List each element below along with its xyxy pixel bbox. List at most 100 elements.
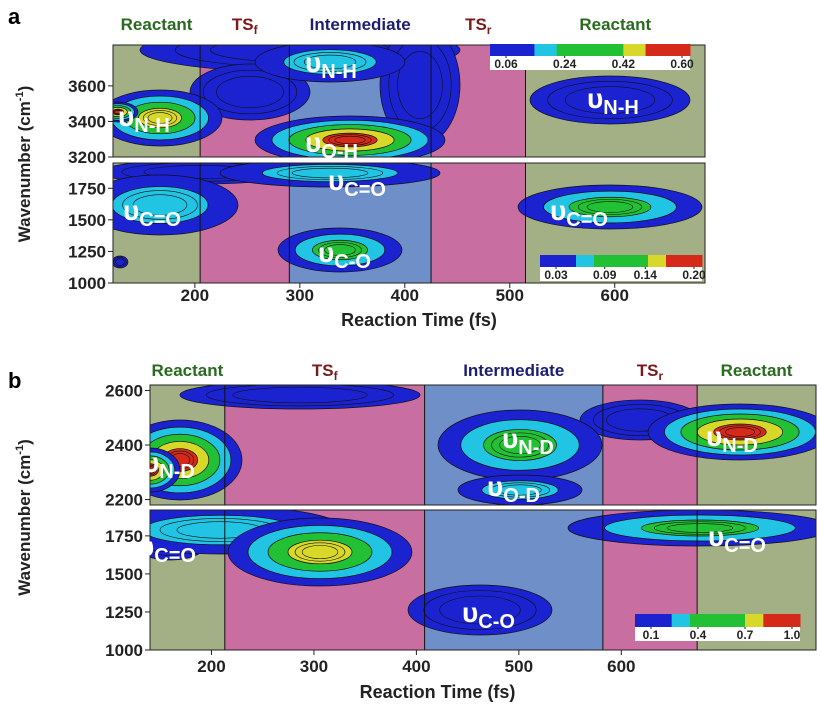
y-tick-label: 1000 [105,641,143,660]
colorbar-cell [601,44,624,56]
region-label: Intermediate [310,15,411,34]
y-label-text: Wavenumber (cm [15,101,34,242]
peak-symbol: υ [328,165,344,196]
x-tick-label: 400 [402,657,430,676]
y-tick-label: 3200 [68,148,106,167]
colorbar-cell [782,614,801,627]
region-label: Reactant [579,15,651,34]
peak-symbol: υ [305,127,321,158]
x-axis-label: Reaction Time (fs) [341,310,497,330]
region-label: TSf [232,15,259,37]
region-label: TSr [465,15,492,37]
region-sub: r [487,23,492,37]
colorbar-cell [653,614,672,627]
region-label: Intermediate [463,361,564,380]
x-tick-label: 400 [391,286,419,305]
peak-symbol: υ [550,195,566,226]
y-tick-label: 1250 [68,242,106,261]
peak-sub: C=O [344,179,386,201]
panel-label: a [8,4,21,29]
colorbar-tick-label: 0.42 [612,57,636,71]
y-label-sup: -1 [14,91,26,101]
peak-sub: C=O [724,535,766,557]
peak-symbol: υ [487,471,503,502]
peak-symbol: υ [318,237,334,268]
colorbar-tick-label: 0.06 [494,57,518,71]
y-tick-label: 1500 [105,565,143,584]
peak-symbol: υ [462,597,478,628]
colorbar-cell [648,255,667,267]
colorbar-cell [579,44,602,56]
y-tick-label: 2600 [105,381,143,400]
peak-sub: N-D [722,435,758,457]
y-label-end: ) [15,86,34,92]
colorbar-cell [594,255,613,267]
colorbar-cell [576,255,595,267]
colorbar-cell [557,44,580,56]
x-tick-label: 200 [181,286,209,305]
colorbar-tick-label: 0.20 [682,268,706,282]
peak-symbol: υ [706,421,722,452]
y-tick-label: 2400 [105,436,143,455]
y-tick-label: 3600 [68,77,106,96]
colorbar-bg [490,56,690,70]
peak-sub: N-D [518,437,554,459]
y-tick-label: 1000 [68,274,106,293]
colorbar-cell [727,614,746,627]
region-name: Reactant [721,361,793,380]
region-label: TSf [312,361,339,383]
region-sub: f [334,369,339,383]
y-tick-label: 1500 [68,211,106,230]
region-sub: f [254,23,259,37]
x-tick-label: 500 [505,657,533,676]
region-name: Reactant [579,15,651,34]
x-tick-label: 200 [197,657,225,676]
colorbar-cell [635,614,654,627]
y-tick-label: 1750 [68,179,106,198]
region-name: TS [232,15,254,34]
panel-label: b [8,368,21,393]
contour [641,520,758,536]
peak-sub: C-O [478,611,515,633]
colorbar-tick-label: 0.09 [593,268,617,282]
peak-symbol: υ [587,83,603,114]
colorbar-cell [612,255,631,267]
colorbar-cell [666,255,685,267]
colorbar-cell [540,255,559,267]
colorbar-cell [745,614,764,627]
x-tick-label: 300 [286,286,314,305]
colorbar-cell [668,44,691,56]
figure: aReactantTSfIntermediateTSrReactant32003… [0,0,821,710]
colorbar-bg [635,627,800,641]
region-name: TS [465,15,487,34]
colorbar-tick-label: 0.7 [737,628,754,642]
y-tick-label: 3400 [68,112,106,131]
colorbar-cell [684,255,703,267]
peak-sub: C-O [334,251,371,273]
y-axis-label: Wavenumber (cm-1) [14,86,34,243]
region-name: Intermediate [463,361,564,380]
y-tick-label: 1250 [105,603,143,622]
region-label: TSr [637,361,664,383]
colorbar-tick-label: 0.4 [690,628,707,642]
x-axis-label: Reaction Time (fs) [360,682,516,702]
region-label: Reactant [151,361,223,380]
region-sub: r [659,369,664,383]
peak-sub: N-D [159,461,195,483]
region [431,163,525,283]
y-label-text: Wavenumber (cm [15,455,34,596]
y-axis-label: Wavenumber (cm-1) [14,439,34,596]
colorbar-cell [690,614,709,627]
contour [112,256,128,268]
region-name: TS [637,361,659,380]
peak-sub: N-H [603,97,639,119]
colorbar-cell [630,255,649,267]
region-name: Intermediate [310,15,411,34]
colorbar-cell [672,614,691,627]
peak-sub: C=O [566,209,608,231]
colorbar-cell [512,44,535,56]
y-label-end: ) [15,439,34,445]
peak-sub: O-D [503,485,540,507]
peak-sub: N-H [134,115,170,137]
subplot: 220024002600υN-DυN-DυO-DυN-D [105,381,821,510]
